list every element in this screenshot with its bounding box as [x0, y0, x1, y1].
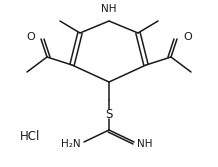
Text: HCl: HCl [20, 129, 40, 142]
Text: H₂N: H₂N [61, 139, 81, 149]
Text: O: O [183, 32, 192, 42]
Text: S: S [105, 108, 113, 121]
Text: O: O [26, 32, 35, 42]
Text: NH: NH [137, 139, 153, 149]
Text: NH: NH [101, 4, 117, 14]
